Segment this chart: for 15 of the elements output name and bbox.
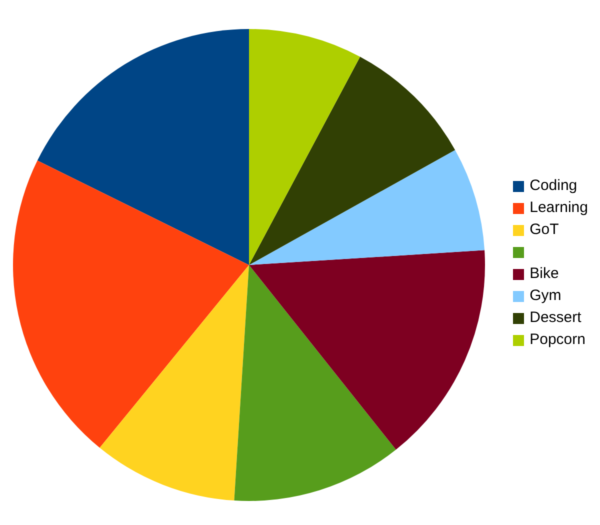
pie-slice: [249, 150, 485, 265]
pie-slice: [249, 250, 485, 450]
legend-label: Learning: [530, 198, 588, 218]
legend-label: Bike: [530, 264, 559, 284]
pie-slice: [13, 160, 249, 448]
legend-label: Popcorn: [530, 330, 586, 350]
pie-slice: [234, 265, 396, 501]
pie-slice: [249, 56, 456, 265]
legend-label: Gym: [530, 286, 562, 306]
pie-slice: [37, 29, 249, 265]
legend-label: Coding: [530, 176, 578, 196]
pie-slice: [249, 29, 360, 265]
legend-label: GoT: [530, 220, 559, 240]
pie-slice: [100, 265, 249, 501]
legend-label: Dessert: [530, 308, 582, 328]
